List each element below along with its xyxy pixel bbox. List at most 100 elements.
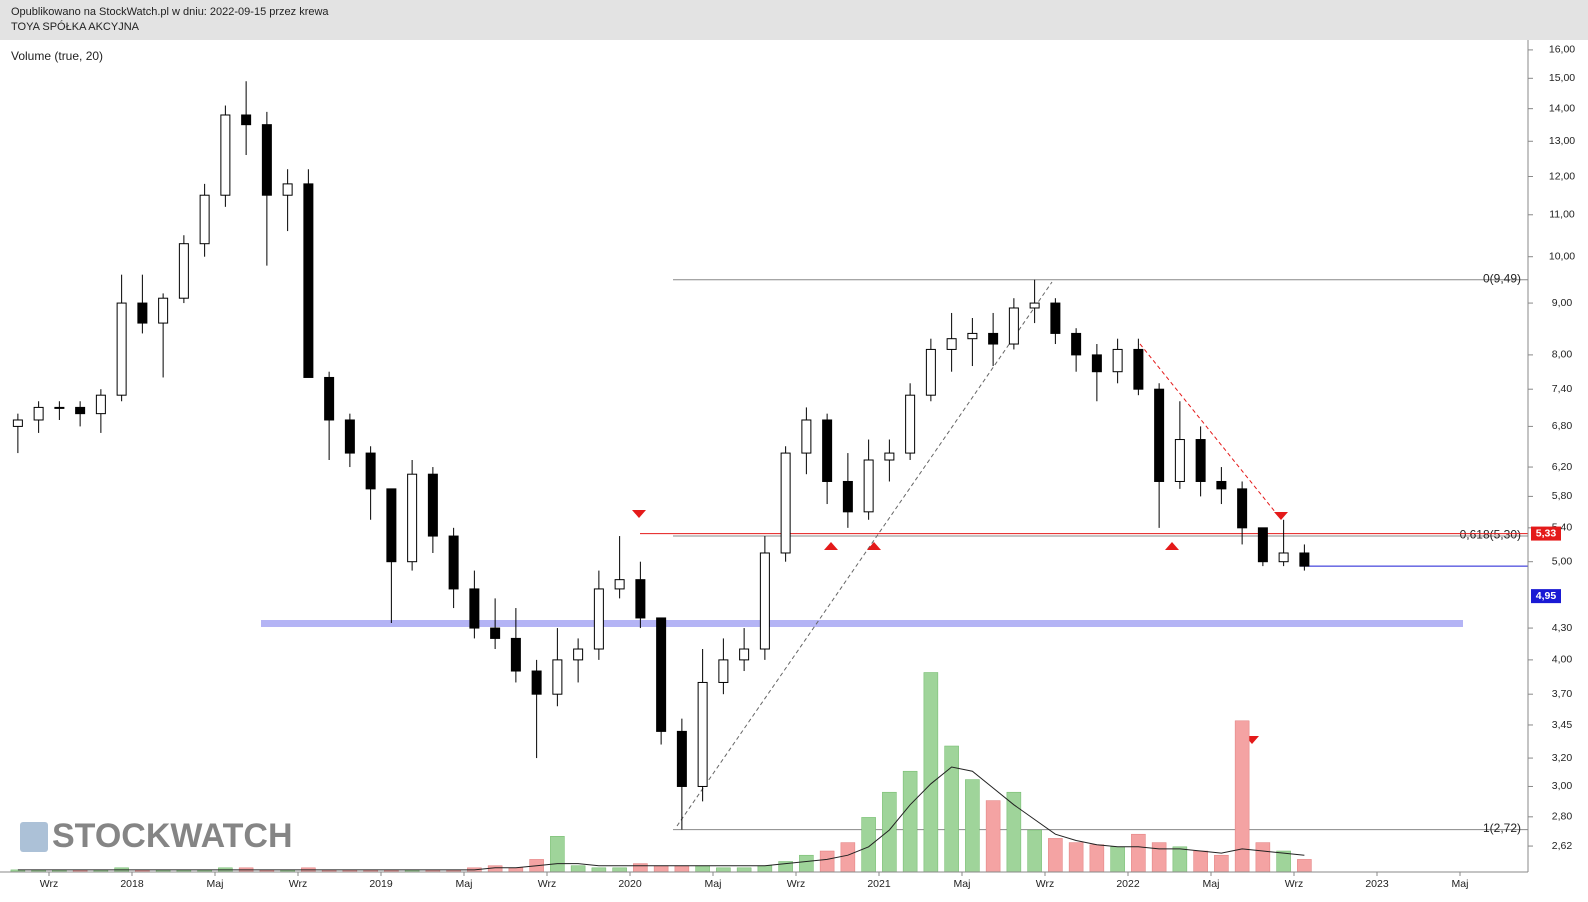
y-tick-label: 6,20 — [1552, 461, 1573, 473]
candle-body — [656, 617, 667, 732]
candle-body — [1299, 552, 1310, 567]
candle-body — [1029, 302, 1040, 309]
volume-bar — [1131, 833, 1146, 873]
candle-body — [1133, 348, 1144, 390]
candle-body — [801, 419, 812, 454]
x-tick-label: Maj — [1452, 878, 1469, 890]
volume-bar — [674, 865, 690, 873]
volume-bar — [1068, 842, 1084, 873]
volume-bar — [923, 672, 939, 873]
y-tick-label: 2,80 — [1552, 811, 1573, 823]
candle-body — [199, 194, 210, 245]
x-tick-label: Wrz — [289, 878, 307, 890]
y-tick-label: 6,80 — [1552, 420, 1573, 432]
candle-body — [137, 302, 148, 324]
y-tick-label: 8,00 — [1552, 349, 1573, 361]
candle-body — [365, 452, 376, 490]
candle-body — [427, 473, 438, 537]
candle-body — [925, 348, 936, 396]
candle-body — [1154, 388, 1165, 482]
y-tick-label: 15,00 — [1549, 72, 1575, 84]
candle-body — [905, 394, 916, 454]
candle-body — [241, 114, 252, 126]
candle-body — [635, 579, 646, 619]
volume-bar — [944, 745, 959, 873]
candle-body — [593, 588, 604, 650]
candle-body — [531, 670, 542, 695]
y-tick-label: 9,00 — [1552, 297, 1573, 309]
candle-body — [12, 419, 23, 427]
candle-body — [33, 406, 44, 421]
volume-bar — [902, 770, 918, 873]
x-tick-label: 2022 — [1116, 878, 1140, 890]
y-tick-label: 11,00 — [1549, 209, 1575, 221]
candle-body — [116, 302, 127, 396]
volume-bar — [633, 863, 648, 873]
candle-body — [1257, 527, 1268, 563]
volume-bar — [487, 865, 503, 873]
level-label: 0(9,49) — [1483, 271, 1521, 285]
y-tick-label: 4,30 — [1552, 622, 1573, 634]
y-tick-label: 3,70 — [1552, 688, 1573, 700]
y-tick-label: 14,00 — [1549, 102, 1575, 114]
marker — [867, 542, 881, 550]
candle-body — [1216, 480, 1227, 490]
price-badge-label: 5,33 — [1536, 527, 1557, 539]
volume-bar — [591, 867, 607, 873]
candle-body — [842, 480, 853, 513]
volume-bar — [612, 867, 627, 873]
volume-bar — [736, 867, 752, 873]
price-badge — [1531, 526, 1561, 541]
candle-body — [178, 243, 189, 299]
marker — [824, 542, 838, 550]
header-text: Opublikowano na StockWatch.pl w dniu: 20… — [11, 6, 329, 18]
price-axis — [1528, 40, 1588, 902]
candle-body — [344, 419, 355, 454]
indicator-label: Volume (true, 20) — [11, 49, 103, 63]
marker — [1274, 512, 1288, 520]
volume-bar — [757, 865, 773, 873]
candle-body — [863, 459, 874, 513]
candle-body — [95, 394, 106, 415]
trend-line — [1139, 343, 1281, 519]
x-tick-label: 2023 — [1365, 878, 1389, 890]
candle-body — [1071, 332, 1082, 356]
candle-body — [759, 552, 770, 650]
candle-body — [1008, 307, 1019, 345]
candle-body — [822, 419, 833, 482]
watermark: STOCKWATCH — [20, 817, 293, 855]
y-tick-label: 2,62 — [1552, 840, 1573, 852]
y-tick-label: 5,00 — [1552, 555, 1573, 567]
x-tick-label: Maj — [705, 878, 722, 890]
candle-body — [1195, 439, 1206, 482]
candle-body — [282, 183, 293, 196]
candle-body — [220, 114, 231, 196]
volume-ma-line — [17, 766, 1305, 871]
candle-body — [1112, 348, 1123, 373]
candle-body — [573, 648, 584, 661]
volume-bar — [819, 850, 835, 873]
candle-body — [552, 659, 563, 695]
y-tick-label: 3,20 — [1552, 752, 1573, 764]
volume-bar — [1027, 829, 1042, 873]
volume-bar — [1151, 842, 1167, 873]
candle-body — [303, 183, 314, 378]
price-badge-label: 4,95 — [1536, 590, 1557, 602]
candle-body — [1237, 488, 1248, 529]
x-tick-label: 2019 — [369, 878, 393, 890]
candle-body — [54, 406, 65, 409]
watermark-text: STOCKWATCH — [52, 817, 293, 855]
candle-body — [780, 452, 791, 554]
support-band — [261, 620, 1463, 627]
candle-body — [1174, 439, 1185, 482]
x-tick-label: Wrz — [538, 878, 556, 890]
volume-bar — [1089, 844, 1105, 873]
y-tick-label: 5,80 — [1552, 490, 1573, 502]
volume-bar — [1214, 854, 1229, 873]
markers — [632, 510, 1288, 744]
x-tick-label: Wrz — [1285, 878, 1303, 890]
volume-bar — [653, 865, 669, 873]
volume-bar — [550, 836, 565, 873]
watermark-icon — [20, 822, 48, 852]
volume-bar — [716, 867, 731, 873]
